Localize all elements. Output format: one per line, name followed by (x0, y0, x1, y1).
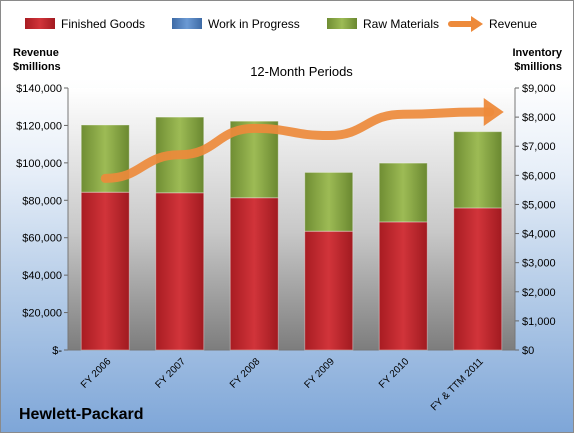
left-tick-label: $40,000 (22, 270, 62, 282)
right-tick-label: $5,000 (522, 199, 556, 211)
x-tick-label: FY 2006 (79, 356, 114, 391)
company-name: Hewlett-Packard (19, 406, 144, 423)
plot-area (68, 88, 515, 350)
left-tick-label: $20,000 (22, 308, 62, 320)
x-tick-label: FY 2009 (302, 356, 337, 391)
legend-swatch (172, 18, 202, 29)
legend-arrowhead (471, 16, 483, 32)
left-tick-label: $120,000 (16, 120, 62, 132)
bar-finished-goods (229, 197, 279, 351)
legend-label: Work in Progress (208, 17, 300, 31)
left-axis-title-line2: $millions (13, 61, 61, 73)
bar-finished-goods (80, 191, 130, 351)
right-axis-title-line2: $millions (514, 61, 562, 73)
bar-raw-materials (453, 131, 503, 209)
chart-title: 12-Month Periods (250, 64, 353, 79)
bar-finished-goods (378, 221, 428, 351)
x-tick-label: FY 2007 (153, 356, 188, 391)
left-tick-label: $100,000 (16, 158, 62, 170)
x-tick-label: FY 2010 (377, 356, 412, 391)
revenue-line (100, 107, 495, 183)
bar-finished-goods (155, 192, 205, 351)
bar-finished-goods (304, 230, 354, 351)
right-tick-label: $8,000 (522, 112, 556, 124)
right-tick-label: $7,000 (522, 141, 556, 153)
left-tick-label: $- (52, 345, 62, 357)
right-tick-label: $0 (522, 345, 534, 357)
legend-label: Finished Goods (61, 17, 145, 31)
bar-raw-materials (304, 171, 354, 232)
right-tick-label: $4,000 (522, 229, 556, 241)
left-axis-title-line1: Revenue (13, 47, 59, 59)
right-tick-label: $3,000 (522, 258, 556, 270)
bar-finished-goods (453, 207, 503, 351)
right-tick-label: $6,000 (522, 170, 556, 182)
left-tick-label: $80,000 (22, 195, 62, 207)
x-tick-label: FY & TTM 2011 (429, 356, 486, 413)
left-tick-label: $140,000 (16, 83, 62, 95)
right-tick-label: $1,000 (522, 316, 556, 328)
left-tick-label: $60,000 (22, 233, 62, 245)
legend-label: Raw Materials (363, 17, 439, 31)
legend-label: Revenue (489, 17, 537, 31)
bar-raw-materials (378, 162, 428, 223)
x-tick-label: FY 2008 (228, 356, 263, 391)
right-axis-title-line1: Inventory (512, 47, 562, 59)
legend-swatch (25, 18, 55, 29)
right-tick-label: $2,000 (522, 287, 556, 299)
right-tick-label: $9,000 (522, 83, 556, 95)
revenue-arrowhead (483, 97, 504, 126)
legend-swatch (327, 18, 357, 29)
